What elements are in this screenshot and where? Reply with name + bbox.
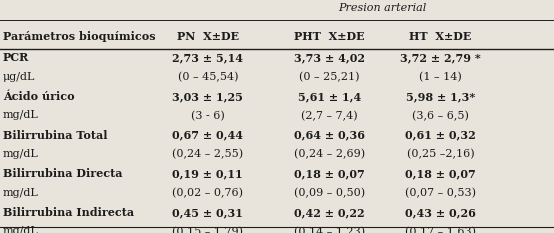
Text: (0,07 – 0,53): (0,07 – 0,53): [405, 188, 476, 198]
Text: 3,73 ± 4,02: 3,73 ± 4,02: [294, 52, 365, 63]
Text: (3,6 – 6,5): (3,6 – 6,5): [412, 110, 469, 121]
Text: 5,61 ± 1,4: 5,61 ± 1,4: [298, 91, 361, 102]
Text: 5,98 ± 1,3*: 5,98 ± 1,3*: [406, 91, 475, 102]
Text: mg/dL: mg/dL: [3, 226, 39, 233]
Text: Bilirrubina Indirecta: Bilirrubina Indirecta: [3, 207, 134, 218]
Text: HT  X±DE: HT X±DE: [409, 31, 471, 42]
Text: (0,24 – 2,69): (0,24 – 2,69): [294, 149, 365, 159]
Text: PCR: PCR: [3, 52, 29, 63]
Text: 2,73 ± 5,14: 2,73 ± 5,14: [172, 52, 243, 63]
Text: 0,18 ± 0,07: 0,18 ± 0,07: [405, 168, 476, 179]
Text: (1 – 14): (1 – 14): [419, 72, 462, 82]
Text: Presion arterial: Presion arterial: [338, 3, 427, 14]
Text: (0,24 – 2,55): (0,24 – 2,55): [172, 149, 243, 159]
Text: PN  X±DE: PN X±DE: [177, 31, 239, 42]
Text: 3,03 ± 1,25: 3,03 ± 1,25: [172, 91, 243, 102]
Text: (0,25 –2,16): (0,25 –2,16): [407, 149, 474, 159]
Text: (0,02 – 0,76): (0,02 – 0,76): [172, 188, 243, 198]
Text: (0,14 – 1,23): (0,14 – 1,23): [294, 226, 365, 233]
Text: 0,64 ± 0,36: 0,64 ± 0,36: [294, 130, 365, 141]
Text: 0,61 ± 0,32: 0,61 ± 0,32: [405, 130, 476, 141]
Text: (0,09 – 0,50): (0,09 – 0,50): [294, 188, 365, 198]
Text: 0,42 ± 0,22: 0,42 ± 0,22: [294, 207, 365, 218]
Text: Ácido úrico: Ácido úrico: [3, 91, 74, 102]
Text: mg/dL: mg/dL: [3, 110, 39, 120]
Text: mg/dL: mg/dL: [3, 188, 39, 198]
Text: 0,43 ± 0,26: 0,43 ± 0,26: [405, 207, 476, 218]
Text: 3,72 ± 2,79 *: 3,72 ± 2,79 *: [400, 52, 481, 63]
Text: mg/dL: mg/dL: [3, 149, 39, 159]
Text: 0,45 ± 0,31: 0,45 ± 0,31: [172, 207, 243, 218]
Text: (0 – 45,54): (0 – 45,54): [177, 72, 238, 82]
Text: Bilirrubina Directa: Bilirrubina Directa: [3, 168, 122, 179]
Text: Bilirrubina Total: Bilirrubina Total: [3, 130, 107, 141]
Text: (0,15 – 1,79): (0,15 – 1,79): [172, 226, 243, 233]
Text: 0,19 ± 0,11: 0,19 ± 0,11: [172, 168, 243, 179]
Text: (0 – 25,21): (0 – 25,21): [299, 72, 360, 82]
Text: Parámetros bioquímicos: Parámetros bioquímicos: [3, 31, 155, 42]
Text: (3 - 6): (3 - 6): [191, 110, 224, 121]
Text: 0,18 ± 0,07: 0,18 ± 0,07: [294, 168, 365, 179]
Text: (2,7 – 7,4): (2,7 – 7,4): [301, 110, 358, 121]
Text: 0,67 ± 0,44: 0,67 ± 0,44: [172, 130, 243, 141]
Text: PHT  X±DE: PHT X±DE: [294, 31, 365, 42]
Text: μg/dL: μg/dL: [3, 72, 35, 82]
Text: (0,17 – 1,63): (0,17 – 1,63): [405, 226, 476, 233]
